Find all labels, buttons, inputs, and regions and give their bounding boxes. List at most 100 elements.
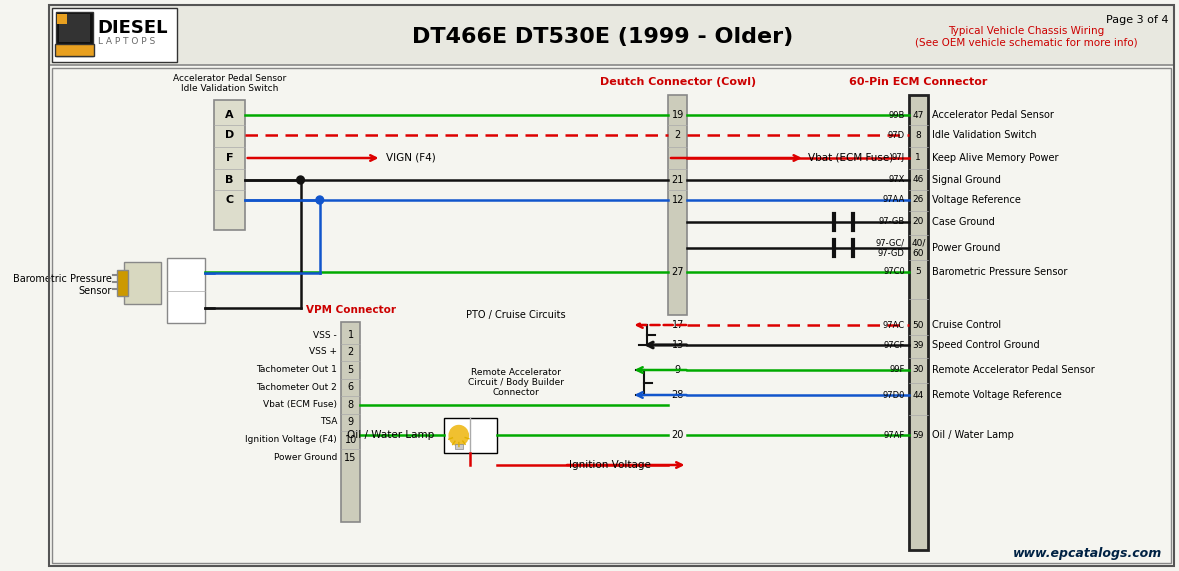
Text: 47: 47 (913, 111, 924, 119)
Bar (444, 418, 496, 453)
Text: 97-GC/
97-GD: 97-GC/ 97-GD (876, 238, 904, 258)
Circle shape (316, 196, 324, 204)
Circle shape (449, 425, 468, 445)
Text: 97AC: 97AC (883, 320, 904, 329)
Text: 8: 8 (915, 131, 921, 139)
Text: 39: 39 (913, 340, 924, 349)
Bar (55, 44, 93, 56)
Bar (57, 14, 67, 24)
Text: Ignition Voltage (F4): Ignition Voltage (F4) (245, 436, 337, 444)
Text: Remote Accelerator Pedal Sensor: Remote Accelerator Pedal Sensor (931, 365, 1094, 375)
Text: 28: 28 (672, 390, 684, 400)
Text: 20: 20 (672, 430, 684, 440)
Bar (166, 258, 205, 323)
Text: 97D: 97D (888, 131, 904, 139)
Text: 59: 59 (913, 431, 924, 440)
Circle shape (297, 176, 304, 184)
Bar (455, 444, 462, 448)
Text: Oil / Water Lamp: Oil / Water Lamp (347, 430, 434, 440)
Text: 97J: 97J (891, 154, 904, 163)
Text: VPM Connector: VPM Connector (305, 305, 396, 315)
Text: 15: 15 (344, 453, 357, 463)
Text: 30: 30 (913, 365, 924, 375)
Text: 6: 6 (348, 382, 354, 392)
Text: VSS +: VSS + (309, 348, 337, 356)
Bar (52, 68, 1171, 563)
Text: 97-GB: 97-GB (878, 218, 904, 227)
Text: 44: 44 (913, 391, 924, 400)
Text: www.epcatalogs.com: www.epcatalogs.com (1014, 547, 1162, 560)
Text: 46: 46 (913, 175, 924, 184)
Text: Remote Accelerator
Circuit / Body Builder
Connector: Remote Accelerator Circuit / Body Builde… (468, 368, 564, 397)
Text: Speed Control Ground: Speed Control Ground (931, 340, 1040, 350)
Text: Power Ground: Power Ground (274, 453, 337, 463)
Text: 5: 5 (915, 267, 921, 276)
Text: 99B: 99B (889, 111, 904, 119)
Text: 26: 26 (913, 195, 924, 204)
Text: Oil / Water Lamp: Oil / Water Lamp (931, 430, 1014, 440)
Text: Vbat (ECM Fuse): Vbat (ECM Fuse) (263, 400, 337, 409)
Text: 40/
60: 40/ 60 (911, 238, 926, 258)
Text: Vbat (ECM Fuse): Vbat (ECM Fuse) (808, 153, 893, 163)
Text: 5: 5 (348, 365, 354, 375)
Text: PTO / Cruise Circuits: PTO / Cruise Circuits (466, 310, 566, 320)
Text: Cruise Control: Cruise Control (931, 320, 1001, 330)
Text: 97X: 97X (889, 175, 904, 184)
Text: Idle Validation Switch: Idle Validation Switch (931, 130, 1036, 140)
Text: Voltage Reference: Voltage Reference (931, 195, 1021, 205)
Text: 97C0: 97C0 (883, 267, 904, 276)
Text: 2: 2 (348, 347, 354, 357)
Bar (59, 14, 90, 42)
Text: Case Ground: Case Ground (931, 217, 994, 227)
Bar (909, 95, 928, 550)
Text: 97AF: 97AF (883, 431, 904, 440)
Text: TSA: TSA (320, 417, 337, 427)
Bar (213, 100, 245, 230)
Text: Tachometer Out 1: Tachometer Out 1 (256, 365, 337, 375)
Text: 8: 8 (348, 400, 354, 410)
Text: A: A (225, 110, 233, 120)
Text: Barometric Pressure Sensor: Barometric Pressure Sensor (931, 267, 1067, 277)
Text: Signal Ground: Signal Ground (931, 175, 1001, 185)
Text: VSS -: VSS - (314, 331, 337, 340)
Text: Barometric Pressure
Sensor: Barometric Pressure Sensor (13, 274, 112, 296)
Text: 1: 1 (915, 154, 921, 163)
Bar (50, 5, 1174, 65)
Text: 9: 9 (674, 365, 680, 375)
Text: 10: 10 (344, 435, 357, 445)
Text: B: B (225, 175, 233, 185)
Text: 20: 20 (913, 218, 924, 227)
Bar (57, 12, 93, 56)
Text: 99F: 99F (889, 365, 904, 375)
Text: 60-Pin ECM Connector: 60-Pin ECM Connector (849, 77, 988, 87)
Text: 17: 17 (672, 320, 684, 330)
Text: 50: 50 (913, 320, 924, 329)
Text: 12: 12 (672, 195, 684, 205)
Text: C: C (225, 195, 233, 205)
Text: Page 3 of 4: Page 3 of 4 (1106, 15, 1168, 25)
Text: L A P T O P S: L A P T O P S (98, 38, 154, 46)
Text: 27: 27 (672, 267, 684, 277)
Bar (125, 262, 162, 304)
Text: 2: 2 (674, 130, 680, 140)
Text: Tachometer Out 2: Tachometer Out 2 (256, 383, 337, 392)
Bar (117, 270, 129, 296)
Text: Remote Voltage Reference: Remote Voltage Reference (931, 390, 1061, 400)
Text: Deutch Connector (Cowl): Deutch Connector (Cowl) (600, 77, 756, 87)
Text: Keep Alive Memory Power: Keep Alive Memory Power (931, 153, 1059, 163)
Text: 97D0: 97D0 (882, 391, 904, 400)
Text: 97CF: 97CF (883, 340, 904, 349)
Text: Accelerator Pedal Sensor: Accelerator Pedal Sensor (931, 110, 1054, 120)
Text: D: D (225, 130, 233, 140)
Text: 97AA: 97AA (882, 195, 904, 204)
Bar (52, 8, 177, 62)
Text: 21: 21 (672, 175, 684, 185)
Text: F: F (225, 153, 233, 163)
Bar (668, 95, 687, 315)
Text: Power Ground: Power Ground (931, 243, 1000, 253)
Text: Ignition Voltage: Ignition Voltage (569, 460, 651, 470)
Bar (341, 322, 361, 522)
Text: VIGN (F4): VIGN (F4) (387, 153, 436, 163)
Text: 19: 19 (672, 110, 684, 120)
Text: 9: 9 (348, 417, 354, 427)
